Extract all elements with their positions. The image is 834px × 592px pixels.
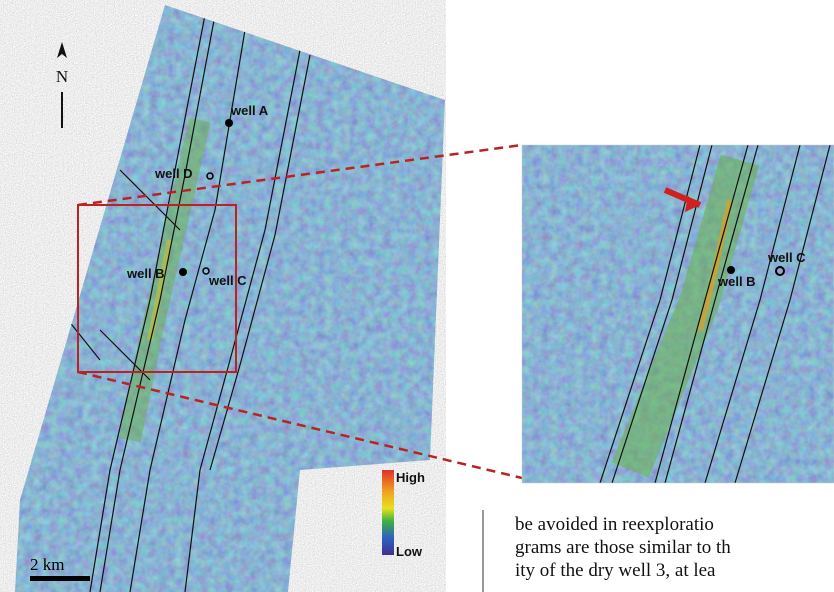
- figure: N well A well D well B well C High Low 2…: [0, 0, 834, 592]
- well-marker: [727, 266, 735, 274]
- body-text: grams are those similar to th: [515, 537, 731, 558]
- scale-bar: [30, 576, 90, 581]
- inset-map: [522, 145, 834, 483]
- well-marker: [225, 119, 233, 127]
- well-label: well C: [208, 273, 247, 288]
- body-text: ity of the dry well 3, at lea: [515, 560, 716, 581]
- well-label: well B: [126, 266, 165, 281]
- legend-low: Low: [396, 544, 423, 559]
- north-label: N: [56, 67, 68, 86]
- body-text: be avoided in reexploratio: [515, 514, 714, 535]
- well-label: well A: [230, 103, 269, 118]
- well-label: well C: [767, 250, 806, 265]
- legend-high: High: [396, 470, 425, 485]
- well-label: well D: [154, 166, 193, 181]
- scale-label: 2 km: [30, 555, 64, 574]
- legend-bar: [382, 470, 394, 555]
- well-marker: [179, 268, 187, 276]
- well-label: well B: [717, 274, 756, 289]
